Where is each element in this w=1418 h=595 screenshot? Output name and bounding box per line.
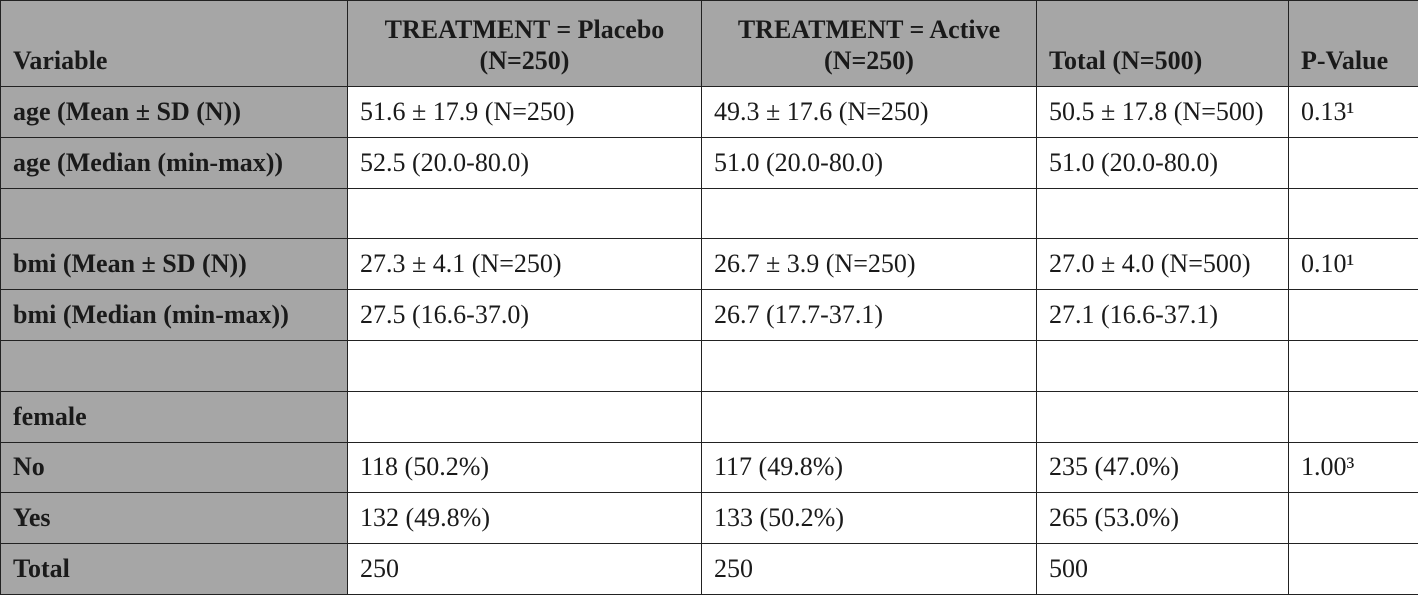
cell: 265 (53.0%) — [1037, 493, 1289, 544]
cell: 27.0 ± 4.0 (N=500) — [1037, 239, 1289, 290]
table-row: female — [1, 391, 1418, 442]
cell — [1289, 544, 1418, 595]
cell: 1.00³ — [1289, 442, 1418, 493]
row-label: Yes — [1, 493, 348, 544]
header-cell: TREATMENT = Active (N=250) — [702, 1, 1037, 87]
cell: 27.5 (16.6-37.0) — [348, 290, 702, 341]
cell — [1037, 188, 1289, 239]
cell: 51.6 ± 17.9 (N=250) — [348, 87, 702, 138]
row-label: No — [1, 442, 348, 493]
row-label: Total — [1, 544, 348, 595]
cell — [1289, 188, 1418, 239]
cell: 235 (47.0%) — [1037, 442, 1289, 493]
cell — [1289, 290, 1418, 341]
cell: 132 (49.8%) — [348, 493, 702, 544]
cell: 26.7 (17.7-37.1) — [702, 290, 1037, 341]
cell — [1037, 340, 1289, 391]
row-label: female — [1, 391, 348, 442]
cell — [1289, 493, 1418, 544]
table-row: bmi (Median (min-max))27.5 (16.6-37.0)26… — [1, 290, 1418, 341]
cell: 27.3 ± 4.1 (N=250) — [348, 239, 702, 290]
row-label: bmi (Mean ± SD (N)) — [1, 239, 348, 290]
row-label — [1, 188, 348, 239]
row-label: age (Median (min-max)) — [1, 137, 348, 188]
cell: 49.3 ± 17.6 (N=250) — [702, 87, 1037, 138]
cell: 26.7 ± 3.9 (N=250) — [702, 239, 1037, 290]
table-row: age (Median (min-max))52.5 (20.0-80.0)51… — [1, 137, 1418, 188]
table-row — [1, 188, 1418, 239]
cell: 133 (50.2%) — [702, 493, 1037, 544]
cell: 51.0 (20.0-80.0) — [1037, 137, 1289, 188]
header-cell: Total (N=500) — [1037, 1, 1289, 87]
table-row: age (Mean ± SD (N))51.6 ± 17.9 (N=250)49… — [1, 87, 1418, 138]
header-cell: TREATMENT = Placebo (N=250) — [348, 1, 702, 87]
header-cell: Variable — [1, 1, 348, 87]
cell — [702, 340, 1037, 391]
cell: 500 — [1037, 544, 1289, 595]
cell — [1289, 137, 1418, 188]
cell — [348, 188, 702, 239]
header-cell: P-Value — [1289, 1, 1418, 87]
cell — [702, 188, 1037, 239]
cell: 51.0 (20.0-80.0) — [702, 137, 1037, 188]
table-row — [1, 340, 1418, 391]
cell — [348, 340, 702, 391]
cell: 52.5 (20.0-80.0) — [348, 137, 702, 188]
cell — [348, 391, 702, 442]
cell: 50.5 ± 17.8 (N=500) — [1037, 87, 1289, 138]
row-label: bmi (Median (min-max)) — [1, 290, 348, 341]
row-label — [1, 340, 348, 391]
cell: 117 (49.8%) — [702, 442, 1037, 493]
cell: 250 — [702, 544, 1037, 595]
row-label: age (Mean ± SD (N)) — [1, 87, 348, 138]
cell: 27.1 (16.6-37.1) — [1037, 290, 1289, 341]
table-body: age (Mean ± SD (N))51.6 ± 17.9 (N=250)49… — [1, 87, 1418, 595]
cell — [1289, 391, 1418, 442]
cell — [1289, 340, 1418, 391]
cell — [702, 391, 1037, 442]
cell: 0.10¹ — [1289, 239, 1418, 290]
cell: 250 — [348, 544, 702, 595]
cell: 0.13¹ — [1289, 87, 1418, 138]
table-row: bmi (Mean ± SD (N))27.3 ± 4.1 (N=250)26.… — [1, 239, 1418, 290]
cell — [1037, 391, 1289, 442]
cell: 118 (50.2%) — [348, 442, 702, 493]
